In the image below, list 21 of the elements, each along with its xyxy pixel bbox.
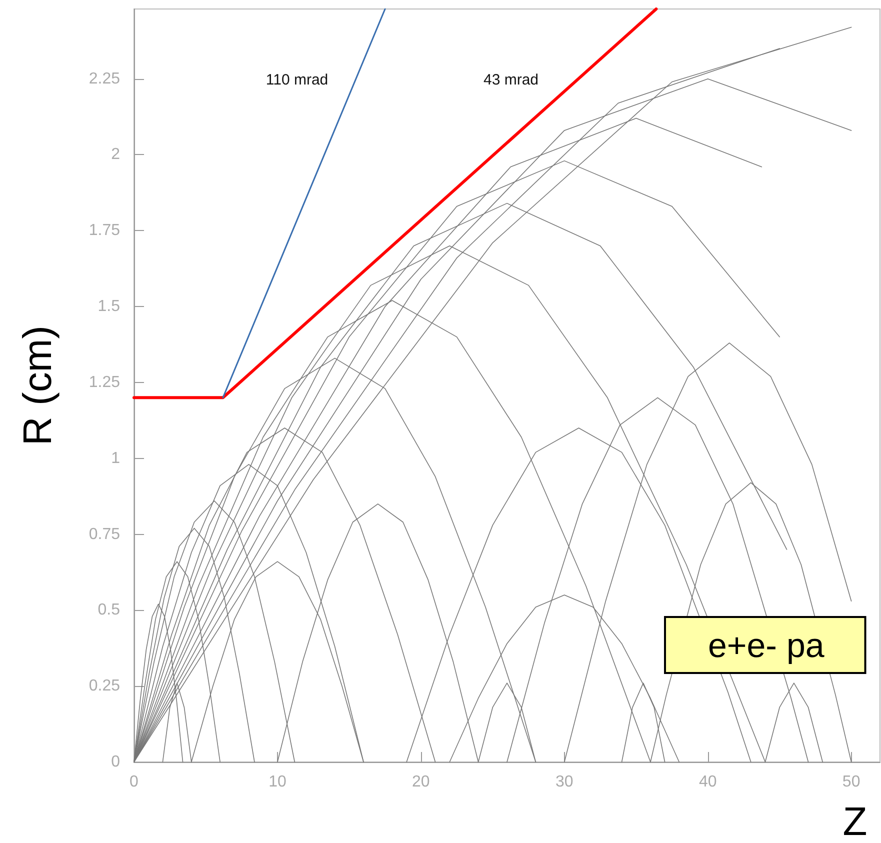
x-tick-label: 30 xyxy=(555,774,574,790)
y-tick-label: 0.75 xyxy=(88,526,120,543)
annotation: 110 mrad xyxy=(266,72,328,88)
x-tick-label: 50 xyxy=(842,774,860,790)
y-axis-title: R (cm) xyxy=(16,326,60,446)
y-tick-label: 1 xyxy=(111,450,120,467)
annotation: e+e- pa xyxy=(708,627,824,665)
y-tick-label: 2 xyxy=(111,146,120,164)
x-tick-label: 20 xyxy=(412,774,430,790)
x-tick-label: 10 xyxy=(268,774,286,790)
annotation: 43 mrad xyxy=(483,72,539,88)
y-tick-label: 1.25 xyxy=(88,374,120,391)
y-tick-label: 1.5 xyxy=(98,298,120,316)
x-axis-title: Z xyxy=(842,800,868,843)
y-tick-label: 2.25 xyxy=(88,70,120,88)
x-tick-label: 0 xyxy=(130,774,139,790)
y-tick-label: 0 xyxy=(111,754,120,770)
y-tick-label: 0.25 xyxy=(88,678,120,695)
y-tick-label: 1.75 xyxy=(88,222,120,240)
y-tick-label: 0.5 xyxy=(98,602,120,619)
x-tick-label: 40 xyxy=(698,774,717,790)
